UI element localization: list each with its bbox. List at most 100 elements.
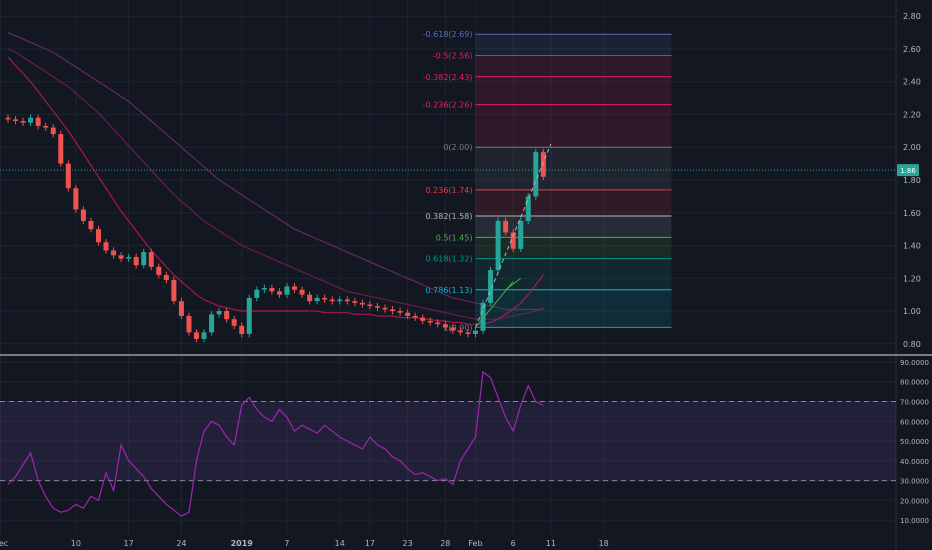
candle-body [292, 286, 298, 290]
candle-body [472, 330, 478, 334]
fib-band [475, 34, 672, 56]
candle-body [73, 188, 79, 210]
candle-body [13, 119, 19, 122]
candle-body [216, 311, 222, 315]
time-tick-label: 17 [365, 539, 375, 548]
candle-body [65, 163, 71, 189]
moving-averages [7, 32, 544, 325]
price-readout-badge [897, 164, 919, 177]
rsi-tick-label: 50.0000 [900, 438, 929, 446]
candle-body [103, 242, 109, 251]
candle-body [367, 304, 373, 307]
time-tick-label: 2019 [231, 539, 254, 548]
fib-band [475, 289, 672, 328]
price-tick-label: 0.80 [903, 340, 921, 349]
price-tick-label: 1.00 [903, 307, 921, 316]
rsi-tick-label: 80.0000 [900, 379, 929, 387]
moving-average-line [7, 32, 544, 310]
time-tick-label: Feb [468, 539, 482, 548]
candle-body [141, 252, 147, 266]
candle-body [231, 319, 237, 326]
candle-body [126, 256, 132, 259]
rsi-line [7, 370, 544, 517]
candle-body [186, 315, 192, 333]
fibonacci-retracement[interactable]: -0.618(2.69) -0.5(2.56) -0.382(2.43) -0.236… [423, 30, 672, 332]
price-readout: 1.86 [900, 167, 916, 175]
price-tick-label: 2.40 [903, 78, 921, 87]
price-axis[interactable]: 0.80 1.00 1.20 1.40 1.60 1.80 2.00 2.20 2.40 2.60… [895, 0, 921, 550]
candle-body [239, 325, 245, 334]
candle-body [359, 302, 365, 305]
fib-level-label: 0.236(1.74) [426, 186, 473, 195]
time-tick-label: 6 [511, 539, 516, 548]
price-tick-label: 1.60 [903, 209, 921, 218]
candle-body [314, 297, 320, 302]
candle-body [352, 301, 358, 303]
candle-body [337, 299, 343, 302]
price-tick-label: 2.60 [903, 45, 921, 54]
candle-body [5, 117, 11, 120]
candle-body [518, 220, 524, 249]
candle-body [307, 294, 313, 302]
fib-level-label: 0(2.00) [443, 143, 472, 152]
candle-body [254, 289, 260, 298]
candle-body [299, 289, 305, 295]
fib-band [475, 237, 672, 259]
rsi-axis[interactable]: 10.0000 20.0000 30.0000 40.0000 50.0000 60.00… [900, 359, 929, 525]
candle-body [540, 152, 546, 177]
rsi-series-line [7, 370, 544, 517]
candle-body [495, 220, 501, 271]
candle-body [397, 311, 403, 313]
moving-average-line [7, 48, 544, 320]
time-tick-label: 14 [335, 539, 345, 548]
candle-body [329, 299, 335, 302]
candle-body [80, 209, 86, 221]
time-tick-label: 7 [284, 539, 289, 548]
candle-body [525, 196, 531, 221]
fib-level-label: -0.618(2.69) [423, 30, 473, 39]
fib-band [475, 216, 672, 238]
time-tick-label: Dec [0, 539, 8, 548]
candle-body [156, 266, 162, 276]
time-tick-label: 28 [440, 539, 450, 548]
candle-body [420, 317, 426, 321]
candle-body [133, 256, 139, 266]
candle-body [510, 232, 516, 249]
candle-body [276, 291, 282, 295]
candle-body [533, 152, 539, 197]
fib-level-label: -0.236(2.26) [423, 101, 473, 110]
fib-band [475, 147, 672, 190]
candle-body [28, 117, 34, 123]
candle-body [480, 302, 486, 331]
trend-line [505, 277, 522, 291]
candle-body [58, 134, 64, 164]
fib-band [475, 258, 672, 290]
time-axis[interactable]: Dec 10 17 24 2019 7 14 17 23 28 Feb 6 11 18 [0, 539, 609, 548]
candle-body [201, 332, 207, 339]
candle-body [50, 127, 56, 135]
price-tick-label: 2.80 [903, 12, 921, 21]
candle-body [246, 297, 252, 334]
time-tick-label: 18 [599, 539, 609, 548]
fib-band [475, 189, 672, 217]
candle-body [148, 252, 154, 267]
rsi-panel[interactable]: 10.0000 20.0000 30.0000 40.0000 50.0000 60.00… [0, 359, 929, 525]
fib-band [475, 76, 672, 105]
candle-body [427, 320, 433, 323]
rsi-band-fill [0, 401, 896, 481]
price-tick-label: 1.20 [903, 274, 921, 283]
price-tick-label: 1.40 [903, 242, 921, 251]
price-grid [0, 0, 896, 536]
time-tick-label: 17 [124, 539, 134, 548]
trend-line-dashed [475, 143, 552, 328]
price-tick-label: 2.00 [903, 143, 921, 152]
rsi-tick-label: 20.0000 [900, 497, 929, 505]
fib-band [475, 104, 672, 148]
candle-body [194, 332, 199, 339]
candle-body [111, 250, 117, 256]
candle-body [284, 286, 290, 295]
candle-body [163, 275, 169, 280]
fib-band [475, 55, 672, 77]
